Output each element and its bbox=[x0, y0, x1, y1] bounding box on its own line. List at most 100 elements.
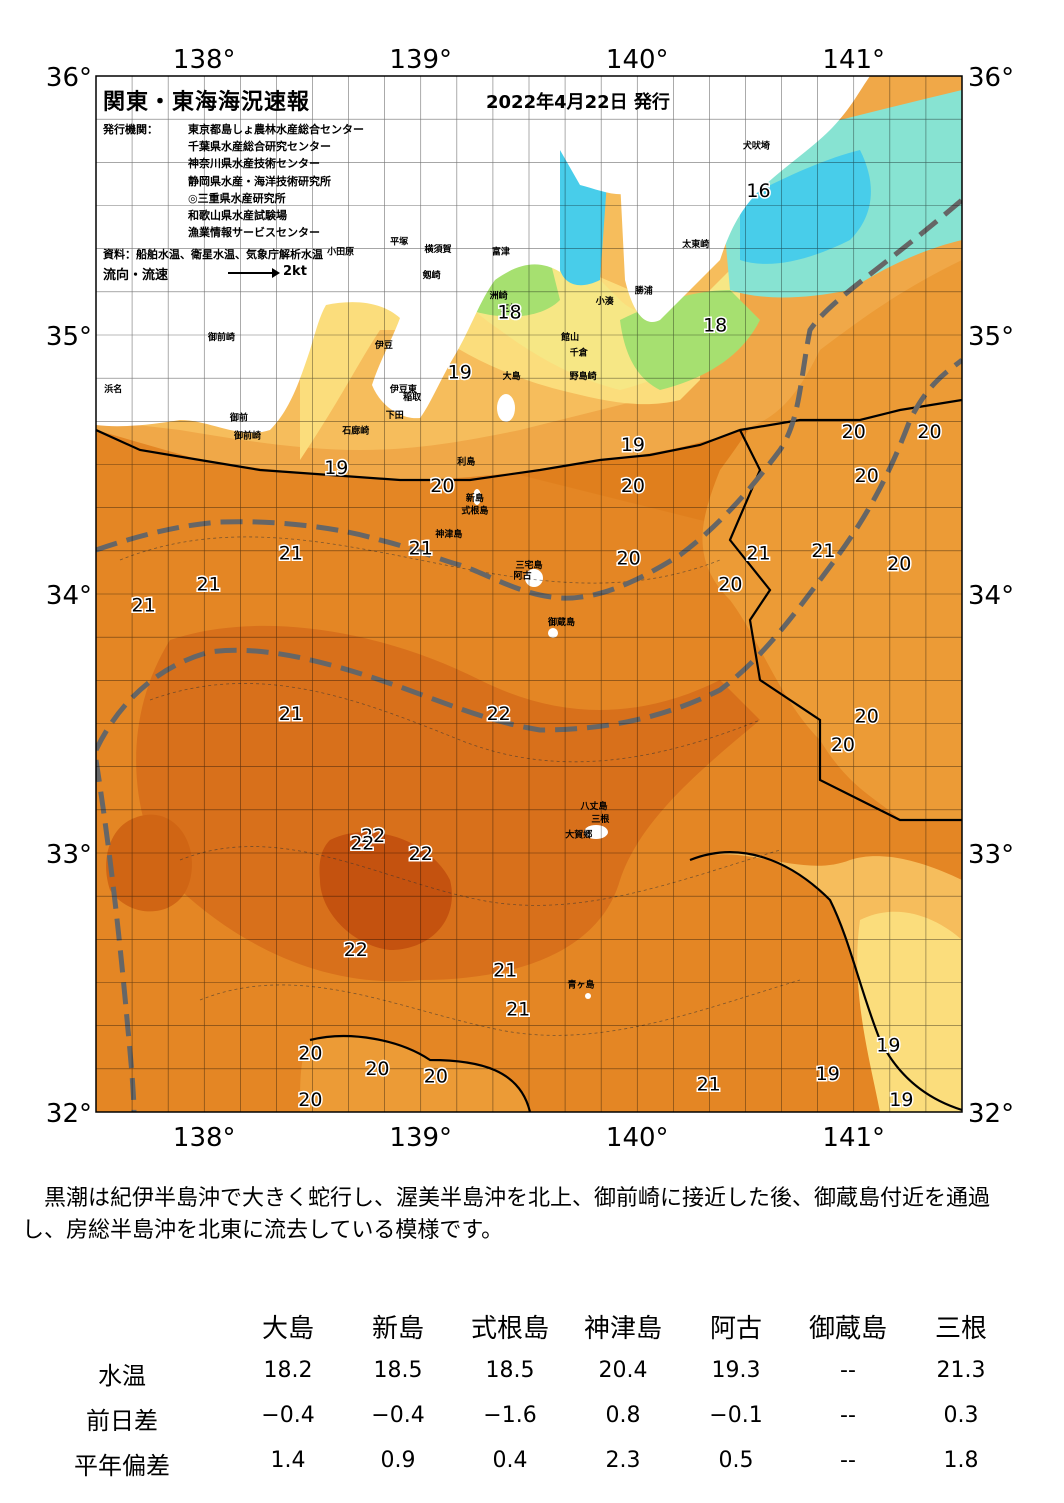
sea-warm-core-west bbox=[106, 814, 192, 912]
place-label: 富津 bbox=[492, 246, 510, 258]
publisher-item: ◎三重県水産研究所 bbox=[188, 191, 286, 205]
lat-tick-label: 34° bbox=[968, 581, 1014, 611]
table-row-label: 水温 bbox=[98, 1362, 146, 1390]
map-frame bbox=[95, 75, 963, 1113]
temperature-label: 19 bbox=[448, 361, 472, 383]
land-honshu bbox=[96, 76, 870, 433]
table-column-header: 三根 bbox=[934, 1314, 988, 1344]
lat-labels-left: 36° 35° 34° 33° 32° bbox=[46, 63, 92, 1129]
lat-tick-label: 32° bbox=[46, 1099, 92, 1129]
place-label: 横須賀 bbox=[425, 243, 452, 255]
kuroshio-axis-north bbox=[96, 198, 962, 601]
table-cell: −0.4 bbox=[261, 1403, 315, 1428]
table-cell: 18.5 bbox=[485, 1358, 535, 1383]
table-cell: −1.6 bbox=[483, 1403, 537, 1428]
publisher-item: 千葉県水産総合研究センター bbox=[188, 140, 331, 154]
legend-unit: 2kt bbox=[283, 264, 307, 279]
lon-tick-label: 140° bbox=[606, 1123, 669, 1153]
publisher-label: 発行機関： bbox=[103, 123, 158, 136]
temperature-label: 21 bbox=[746, 543, 770, 565]
temperature-label: 20 bbox=[887, 553, 911, 575]
temperature-label: 21 bbox=[506, 998, 530, 1020]
lon-tick-label: 138° bbox=[173, 45, 236, 75]
sea-temperature-map: 138° 139° 140° 141° 138° 139° 140° 141° 36° 35°… bbox=[46, 45, 1014, 1153]
temperature-label: 21 bbox=[132, 594, 156, 616]
place-label: 御蔵島 bbox=[547, 616, 575, 628]
temperature-label: 21 bbox=[279, 543, 303, 565]
place-label: 犬吠埼 bbox=[742, 140, 770, 152]
table-cell: -- bbox=[840, 1448, 856, 1473]
temperature-label: 20 bbox=[298, 1042, 322, 1064]
place-label: 新島 bbox=[466, 492, 484, 504]
lat-labels-right: 36° 35° 34° 33° 32° bbox=[968, 63, 1014, 1129]
place-label: 洲崎 bbox=[490, 290, 508, 302]
place-label: 伊豆東 bbox=[389, 383, 417, 395]
table-cell: -- bbox=[840, 1358, 856, 1383]
place-label: 式根島 bbox=[461, 505, 488, 517]
temperature-label: 19 bbox=[876, 1035, 900, 1057]
sea-southeast-pale bbox=[857, 911, 962, 1112]
publisher-item: 東京都島しょ農林水産総合センター bbox=[188, 123, 364, 136]
place-label: 小湊 bbox=[595, 295, 615, 307]
place-label: 神津島 bbox=[435, 528, 462, 540]
summary-text: 黒潮は紀伊半島沖で大きく蛇行し、渥美半島沖を北上、御前崎に接近した後、御蔵島付近… bbox=[22, 1186, 991, 1243]
place-label: 石廊崎 bbox=[341, 424, 369, 436]
temperature-label: 18 bbox=[703, 315, 727, 337]
temperature-label: 20 bbox=[616, 548, 640, 570]
lon-tick-label: 141° bbox=[822, 45, 885, 75]
kuroshio-axis-south bbox=[96, 358, 962, 752]
legend-arrow-icon bbox=[228, 268, 280, 278]
place-label: 野島崎 bbox=[570, 370, 597, 382]
land-mikurajima bbox=[548, 628, 558, 638]
place-label: 勝浦 bbox=[635, 285, 653, 297]
temperature-label: 21 bbox=[811, 540, 835, 562]
table-column-header: 大島 bbox=[261, 1314, 315, 1344]
kuroshio-axis-west bbox=[96, 759, 137, 1112]
land-aogashima bbox=[585, 993, 591, 999]
table-cell: 18.5 bbox=[373, 1358, 423, 1383]
table-cell: 1.4 bbox=[270, 1448, 306, 1473]
table-column-header: 阿古 bbox=[709, 1314, 763, 1344]
place-label: 伊豆 bbox=[374, 339, 393, 351]
table-cell: 18.2 bbox=[263, 1358, 313, 1383]
lon-tick-label: 139° bbox=[389, 1123, 452, 1153]
table-cell: 2.3 bbox=[605, 1448, 641, 1473]
lon-labels-top: 138° 139° 140° 141° bbox=[173, 45, 885, 75]
table-cell: 21.3 bbox=[936, 1358, 986, 1383]
sea-hottest-core bbox=[319, 832, 452, 950]
place-label: 青ヶ島 bbox=[567, 979, 594, 991]
temperature-label: 21 bbox=[493, 960, 517, 982]
place-label: 御前崎 bbox=[207, 331, 235, 343]
map-date: 2022年4月22日 発行 bbox=[486, 92, 670, 113]
place-label: 剱崎 bbox=[422, 269, 441, 281]
table-column-header: 神津島 bbox=[583, 1314, 663, 1344]
place-label: 三崎 bbox=[501, 303, 519, 315]
lon-tick-label: 140° bbox=[606, 45, 669, 75]
place-label: 利島 bbox=[456, 456, 475, 468]
place-label: 御前 bbox=[229, 411, 248, 423]
table-cell: 1.8 bbox=[943, 1448, 979, 1473]
place-label: 小田原 bbox=[326, 246, 354, 258]
sea-east-20 bbox=[702, 250, 962, 820]
land-boso-north bbox=[560, 145, 640, 195]
place-label: 大賀郷 bbox=[565, 828, 592, 840]
table-cell: 0.8 bbox=[605, 1403, 641, 1428]
temperature-label: 19 bbox=[889, 1089, 913, 1111]
temperature-label: 20 bbox=[855, 706, 879, 728]
temperature-label: 22 bbox=[361, 825, 385, 847]
lat-tick-label: 36° bbox=[968, 63, 1014, 93]
table-row-label: 平年偏差 bbox=[74, 1452, 170, 1480]
temperature-label: 19 bbox=[816, 1063, 840, 1085]
lat-lon-grid bbox=[96, 76, 962, 1112]
publisher-list: 東京都島しょ農林水産総合センター 千葉県水産総合研究センター 神奈川県水産技術セ… bbox=[188, 121, 364, 241]
table-cell: −0.4 bbox=[371, 1403, 425, 1428]
place-label: 館山 bbox=[560, 331, 579, 343]
table-cell: 0.9 bbox=[380, 1448, 416, 1473]
temperature-label: 16 bbox=[746, 180, 770, 202]
data-source: 資料：船舶水温、衛星水温、気象庁解析水温 bbox=[103, 248, 323, 261]
table-cell: 0.4 bbox=[492, 1448, 528, 1473]
place-label: 千倉 bbox=[570, 347, 589, 359]
table-cell: -- bbox=[840, 1403, 856, 1428]
temperature-label: 20 bbox=[621, 475, 645, 497]
